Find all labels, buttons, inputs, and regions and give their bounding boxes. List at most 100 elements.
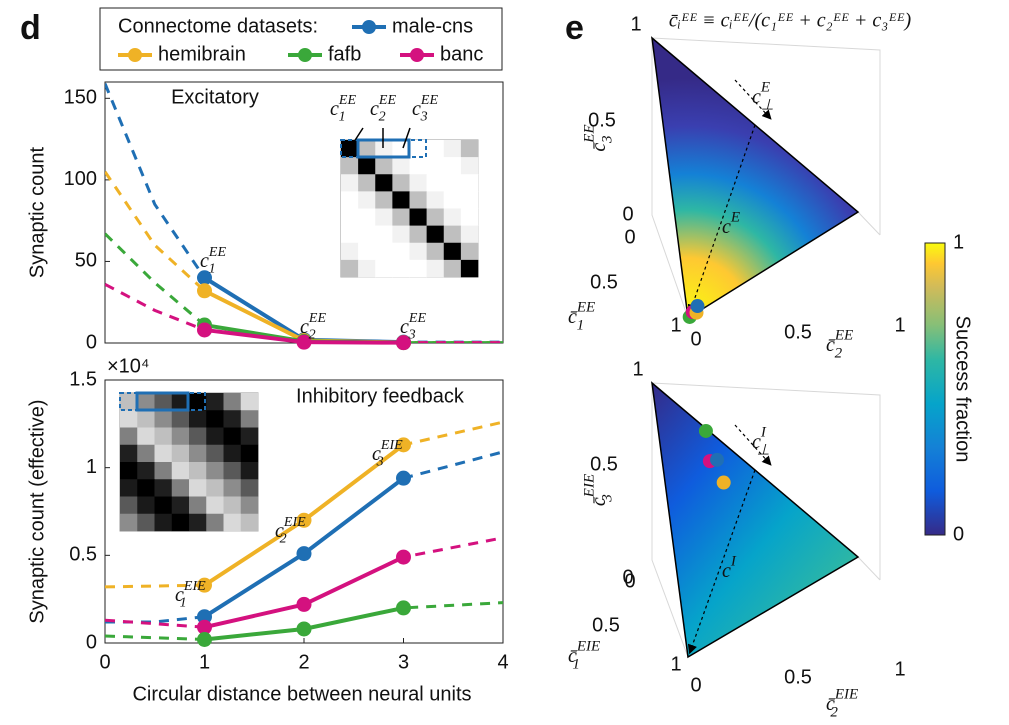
inset-cell	[409, 242, 427, 261]
inset-cell	[392, 140, 410, 158]
plot: 0 50 100 150 Synaptic count d Excitatory	[20, 9, 504, 353]
math-label: cEIE 2	[275, 515, 306, 547]
math-label: cEIE 3	[372, 438, 403, 470]
ternary-surface	[652, 383, 858, 657]
inset-cell	[409, 157, 427, 175]
inset-cell	[189, 496, 207, 515]
math-base: c	[372, 443, 381, 465]
inset-cell	[460, 157, 479, 175]
math-sup: EIE	[576, 639, 600, 655]
ternary-tick-label: 1	[670, 314, 681, 336]
inset-cell	[443, 242, 462, 261]
math-base: c̄	[588, 497, 610, 506]
inset-cell	[120, 496, 138, 515]
math-sup: EE	[834, 328, 853, 344]
ternary-tick-label: 0.5	[590, 453, 618, 475]
inset-cell	[206, 496, 224, 515]
arrows	[687, 79, 772, 655]
inset-cell	[341, 208, 359, 226]
inset-cell	[120, 427, 138, 446]
math-label: c̄EIE 2	[826, 687, 858, 721]
inset-cell	[240, 427, 259, 446]
y-axis-label: Synaptic count	[26, 146, 48, 278]
math-sub: 2	[835, 346, 843, 362]
math-label: cEE 3	[400, 311, 426, 343]
math-base: c	[412, 98, 421, 120]
math-sub: 3	[600, 135, 616, 144]
colorbar	[924, 242, 946, 536]
math-base: c̄	[568, 306, 577, 328]
math-base: c	[370, 98, 379, 120]
inset-cell	[154, 462, 173, 480]
marker	[396, 335, 411, 351]
inset-cell	[189, 513, 207, 532]
math-base: c̄	[588, 142, 610, 151]
inset-cell	[426, 140, 445, 158]
math-base: c	[330, 98, 339, 120]
ternary-tick-label: 1	[670, 653, 681, 675]
inset-cell	[120, 393, 138, 411]
inset-cell	[443, 191, 462, 209]
math-base: c	[722, 216, 731, 238]
inset-cell	[171, 462, 190, 480]
inset-cell	[341, 242, 359, 261]
inset-cell	[154, 427, 173, 446]
inset-cell	[375, 242, 393, 261]
math-sub: 2	[830, 705, 838, 721]
ternary-surface	[652, 38, 858, 318]
inset-cell	[120, 410, 138, 428]
inset-cell	[443, 225, 462, 244]
math-base: c	[752, 86, 761, 108]
math-base: c	[300, 316, 309, 338]
marker	[296, 512, 312, 528]
math-base: c	[175, 584, 184, 606]
math-sup: EIE	[380, 438, 403, 453]
inset-cell	[189, 479, 207, 497]
math-sub: 1	[577, 318, 585, 334]
y-axis-label: Synaptic count (effective)	[26, 399, 48, 623]
math-sup: EE	[338, 93, 357, 108]
math-sup: E	[760, 80, 770, 96]
inset-cell	[240, 444, 259, 463]
math-sup: EE	[308, 311, 327, 326]
inset-cell	[392, 225, 410, 244]
math-sub: 1	[180, 596, 187, 611]
panel-label: d	[20, 9, 41, 47]
math-sup: EIE	[582, 474, 598, 498]
math-label: c̄EIE 1	[568, 639, 600, 673]
inset-cell	[137, 513, 155, 532]
math-sup: EE	[408, 311, 427, 326]
inset-cell	[375, 259, 393, 278]
inset-cell	[223, 444, 242, 463]
inset-cell	[443, 259, 462, 278]
inset-cell	[460, 140, 479, 158]
inset-cell	[240, 410, 259, 428]
inset-cell	[460, 259, 479, 278]
inset-cell	[223, 513, 242, 532]
ternary-tick-label: 0	[690, 328, 701, 350]
inset-cell	[223, 393, 242, 411]
inset-cell	[137, 444, 155, 463]
inset-cell	[392, 259, 410, 278]
inset-cell	[189, 444, 207, 463]
inset-cell	[375, 140, 393, 158]
marker	[396, 470, 411, 486]
exponent-label: ×10⁴	[107, 355, 150, 377]
inset-cell	[460, 174, 479, 192]
inset-cell	[375, 157, 393, 175]
inset-cell	[240, 462, 259, 480]
math-label: cEE 2	[370, 93, 396, 125]
inset-cell	[460, 208, 479, 226]
legend-marker	[410, 48, 424, 62]
inset-cell	[223, 427, 242, 446]
ternary-point	[716, 475, 731, 490]
legend-label: male-cns	[392, 15, 473, 37]
math-sup: E	[730, 210, 740, 226]
math-sub: 3	[376, 455, 384, 470]
fit-line	[105, 282, 503, 343]
inset-cell	[120, 479, 138, 497]
inset-cell	[341, 140, 359, 158]
annotation: Excitatory	[171, 86, 259, 108]
